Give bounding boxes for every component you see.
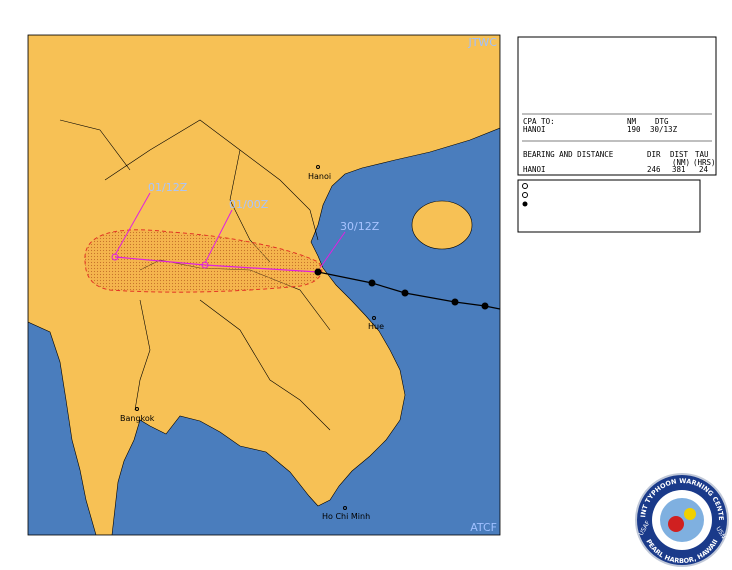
map-area: 01/12Z 01/00Z 30/12Z Hanoi Hue Bangkok H… bbox=[28, 35, 500, 535]
agency: JTWC bbox=[467, 36, 497, 49]
place-label: Bangkok bbox=[120, 414, 155, 423]
legend-symbol bbox=[522, 192, 528, 198]
city-dot bbox=[316, 165, 320, 169]
forecast-label: 01/00Z bbox=[229, 198, 269, 211]
legend-symbol bbox=[522, 201, 528, 207]
past-positions bbox=[314, 268, 489, 310]
leader bbox=[319, 231, 346, 269]
bearing-place: HANOI bbox=[523, 165, 546, 174]
bearing-header: DIR bbox=[647, 150, 661, 159]
bearing-tau: 24 bbox=[699, 165, 709, 174]
bearing-dir: 246 bbox=[647, 165, 661, 174]
bearing-title: BEARING AND DISTANCE bbox=[523, 150, 614, 159]
cpa-time: 30/13Z bbox=[650, 125, 678, 134]
bearing-unit: (HRS) bbox=[693, 158, 716, 167]
legend-symbol bbox=[522, 183, 528, 189]
bearing-unit: (NM) bbox=[672, 158, 690, 167]
bearing-header: TAU bbox=[695, 150, 709, 159]
cpa-distance: 190 bbox=[627, 125, 641, 134]
cpa-header: DTG bbox=[655, 117, 669, 126]
cpa-header: NM bbox=[627, 117, 637, 126]
cpa-title: CPA TO: bbox=[523, 117, 555, 126]
legend-box bbox=[517, 179, 701, 233]
map-frame bbox=[27, 34, 501, 536]
warning-box bbox=[517, 36, 717, 176]
city-dot bbox=[135, 407, 139, 411]
bearing-header: DIST bbox=[670, 150, 689, 159]
city-dot bbox=[372, 316, 376, 320]
forecast-label: 01/12Z bbox=[148, 181, 188, 194]
hainan-island bbox=[411, 200, 473, 250]
danger-fill bbox=[85, 229, 322, 293]
forecast-label: 30/12Z bbox=[340, 220, 380, 233]
place-label: Ho Chi Minh bbox=[322, 512, 370, 521]
leader bbox=[114, 192, 151, 256]
place-label: Hue bbox=[368, 322, 384, 331]
forecast-track bbox=[114, 256, 319, 273]
source: ATCF bbox=[470, 521, 497, 534]
jtwc-seal: JOINT TYPHOON WARNING CENTER PEARL HARBO… bbox=[635, 473, 729, 567]
bearing-dist: 381 bbox=[672, 165, 686, 174]
cpa-place: HANOI bbox=[523, 125, 546, 134]
place-label: Hanoi bbox=[308, 172, 331, 181]
danger-area bbox=[84, 229, 323, 293]
city-dot bbox=[343, 506, 347, 510]
leader bbox=[204, 209, 233, 264]
